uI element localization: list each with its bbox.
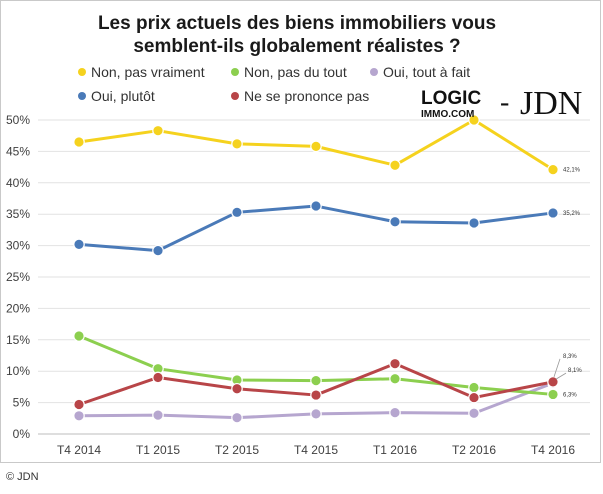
end-value-label: 42,1% (563, 168, 581, 174)
logo-jdn-text: JDN (520, 85, 582, 122)
y-tick-label: 15% (6, 333, 30, 347)
legend-item: Oui, plutôt (78, 88, 155, 104)
x-tick-label: T1 2016 (373, 443, 417, 457)
data-point (389, 215, 401, 228)
legend-item: Non, pas du tout (231, 64, 347, 80)
y-tick-label: 20% (6, 301, 30, 315)
data-point (468, 114, 480, 126)
y-tick-label: 40% (6, 176, 30, 190)
grid-lines (38, 119, 590, 435)
data-point (468, 407, 480, 420)
series-1 (73, 330, 559, 401)
legend: Non, pas vraiment Non, pas du tout Oui, to… (78, 64, 470, 104)
legend-item: Ne se prononce pas (231, 88, 369, 104)
legend-label: Oui, plutôt (91, 88, 155, 104)
chart-title-line-2: semblent-ils globalement réalistes ? (133, 36, 460, 57)
data-point (468, 381, 480, 394)
end-value-label: 35,2% (563, 211, 581, 217)
y-tick-label: 35% (6, 207, 30, 221)
x-tick-label: T4 2016 (531, 443, 575, 457)
annotations: 42,1% 35,2% 6,3% 8,3% 8,1% (553, 168, 582, 398)
end-value-label: 8,1% (568, 368, 582, 374)
series-line (78, 204, 554, 253)
series-0 (73, 114, 559, 176)
chart-title: Les prix actuels des biens immobiliers v… (98, 13, 496, 57)
x-tick-label: T2 2016 (452, 443, 496, 457)
data-point (468, 217, 480, 229)
y-tick-label: 10% (6, 364, 30, 378)
x-tick-label: T4 2014 (57, 443, 101, 457)
chart-title-line-1: Les prix actuels des biens immobiliers v… (98, 13, 496, 34)
legend-marker (370, 68, 378, 76)
data-point (389, 372, 401, 385)
series-2 (73, 377, 559, 424)
logo-logic-text: LOGIC (421, 88, 481, 109)
legend-marker (78, 92, 86, 100)
data-point (389, 159, 401, 172)
data-point (468, 391, 480, 404)
x-tick-label: T4 2015 (294, 443, 338, 457)
data-point (310, 408, 322, 420)
data-point (547, 207, 559, 219)
y-axis-ticks: 0% 5% 10% 15% 20% 25% 30% 35% 40% 45% 50% (6, 113, 30, 441)
legend-label: Oui, tout à fait (383, 64, 470, 80)
copyright-text: © JDN (6, 471, 39, 483)
data-point (231, 138, 243, 150)
legend-item: Non, pas vraiment (78, 64, 205, 80)
y-tick-label: 45% (6, 144, 30, 158)
legend-marker (231, 92, 239, 100)
data-point (547, 376, 559, 388)
end-value-label: 8,3% (563, 354, 577, 360)
legend-label: Non, pas vraiment (91, 64, 205, 80)
data-point (389, 357, 401, 370)
y-tick-label: 5% (13, 396, 31, 410)
data-point (547, 163, 559, 176)
leader-line (553, 358, 561, 378)
data-point (73, 238, 85, 251)
line-chart: Les prix actuels des biens immobiliers v… (6, 13, 590, 457)
y-tick-label: 25% (6, 270, 30, 284)
x-tick-label: T1 2015 (136, 443, 180, 457)
data-point (73, 136, 85, 148)
y-tick-label: 30% (6, 239, 30, 253)
data-point (310, 374, 322, 387)
data-point (310, 200, 322, 212)
legend-marker (78, 68, 86, 76)
data-point (310, 389, 322, 401)
chart-frame (0, 0, 601, 463)
legend-label: Non, pas du tout (244, 64, 347, 80)
data-point (73, 330, 85, 342)
data-point (152, 244, 164, 257)
x-axis-ticks: T4 2014 T1 2015 T2 2015 T4 2015 T1 2016 T2 20… (57, 443, 575, 457)
series-3 (73, 200, 559, 257)
end-value-label: 6,3% (563, 392, 577, 398)
logo-dash-text: - (500, 87, 509, 118)
data-point (231, 206, 243, 219)
data-point (152, 124, 164, 137)
legend-marker (231, 68, 239, 76)
leader-line (555, 372, 567, 380)
data-point (73, 398, 85, 411)
y-tick-label: 50% (6, 113, 30, 127)
x-tick-label: T2 2015 (215, 443, 259, 457)
data-point (73, 409, 85, 422)
legend-item: Oui, tout à fait (370, 64, 470, 80)
data-point (547, 388, 559, 401)
data-point (231, 382, 243, 395)
y-tick-label: 0% (13, 427, 31, 441)
data-point (152, 371, 164, 384)
data-point (310, 140, 322, 153)
data-point (152, 409, 164, 421)
legend-label: Ne se prononce pas (244, 88, 369, 104)
logicimmo-jdn-logo: LOGIC IMMO.COM - JDN (421, 85, 582, 122)
series-4 (73, 357, 559, 411)
logo-immo-text: IMMO.COM (421, 109, 474, 120)
data-point (389, 406, 401, 419)
data-point (231, 411, 243, 424)
series-lines (73, 114, 559, 424)
